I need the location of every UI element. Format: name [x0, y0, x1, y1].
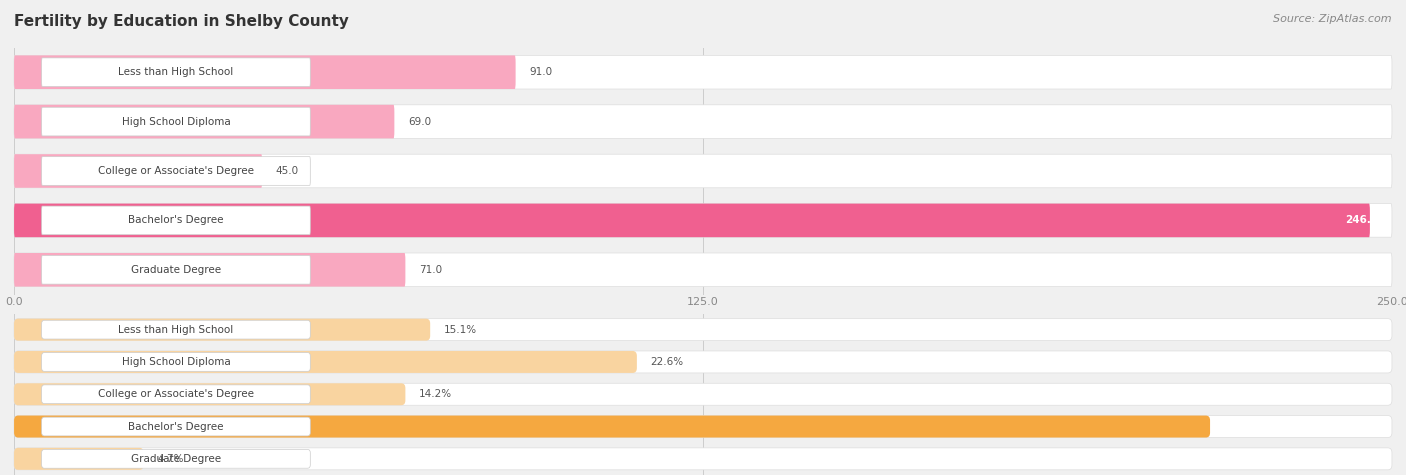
FancyBboxPatch shape — [14, 351, 1392, 373]
Text: 91.0: 91.0 — [530, 67, 553, 77]
Text: Bachelor's Degree: Bachelor's Degree — [128, 215, 224, 226]
FancyBboxPatch shape — [14, 253, 405, 286]
FancyBboxPatch shape — [14, 351, 637, 373]
Text: 69.0: 69.0 — [408, 116, 432, 127]
FancyBboxPatch shape — [42, 157, 311, 185]
FancyBboxPatch shape — [42, 320, 311, 339]
Text: Graduate Degree: Graduate Degree — [131, 265, 221, 275]
Text: High School Diploma: High School Diploma — [121, 357, 231, 367]
FancyBboxPatch shape — [42, 107, 311, 136]
FancyBboxPatch shape — [14, 319, 1392, 341]
Text: Less than High School: Less than High School — [118, 324, 233, 335]
FancyBboxPatch shape — [42, 206, 311, 235]
FancyBboxPatch shape — [42, 385, 311, 404]
Text: 43.4%: 43.4% — [1341, 421, 1378, 432]
FancyBboxPatch shape — [14, 56, 516, 89]
FancyBboxPatch shape — [14, 204, 1369, 237]
FancyBboxPatch shape — [42, 449, 311, 468]
FancyBboxPatch shape — [14, 383, 1392, 405]
FancyBboxPatch shape — [42, 58, 311, 86]
Text: 45.0: 45.0 — [276, 166, 299, 176]
Text: College or Associate's Degree: College or Associate's Degree — [98, 166, 254, 176]
FancyBboxPatch shape — [14, 105, 1392, 138]
Text: 246.0: 246.0 — [1346, 215, 1378, 226]
FancyBboxPatch shape — [42, 417, 311, 436]
Text: 71.0: 71.0 — [419, 265, 443, 275]
FancyBboxPatch shape — [14, 383, 405, 405]
FancyBboxPatch shape — [14, 154, 262, 188]
FancyBboxPatch shape — [42, 352, 311, 371]
FancyBboxPatch shape — [14, 253, 1392, 286]
Text: Less than High School: Less than High School — [118, 67, 233, 77]
Text: Bachelor's Degree: Bachelor's Degree — [128, 421, 224, 432]
Text: Source: ZipAtlas.com: Source: ZipAtlas.com — [1274, 14, 1392, 24]
FancyBboxPatch shape — [14, 448, 143, 470]
Text: Graduate Degree: Graduate Degree — [131, 454, 221, 464]
FancyBboxPatch shape — [42, 256, 311, 284]
Text: 14.2%: 14.2% — [419, 389, 453, 399]
Text: Fertility by Education in Shelby County: Fertility by Education in Shelby County — [14, 14, 349, 29]
FancyBboxPatch shape — [14, 448, 1392, 470]
FancyBboxPatch shape — [14, 416, 1392, 437]
FancyBboxPatch shape — [14, 56, 1392, 89]
Text: 22.6%: 22.6% — [651, 357, 683, 367]
Text: 15.1%: 15.1% — [444, 324, 477, 335]
FancyBboxPatch shape — [14, 319, 430, 341]
FancyBboxPatch shape — [14, 154, 1392, 188]
FancyBboxPatch shape — [14, 105, 394, 138]
FancyBboxPatch shape — [14, 416, 1211, 437]
FancyBboxPatch shape — [14, 204, 1392, 237]
Text: College or Associate's Degree: College or Associate's Degree — [98, 389, 254, 399]
Text: High School Diploma: High School Diploma — [121, 116, 231, 127]
Text: 4.7%: 4.7% — [157, 454, 184, 464]
